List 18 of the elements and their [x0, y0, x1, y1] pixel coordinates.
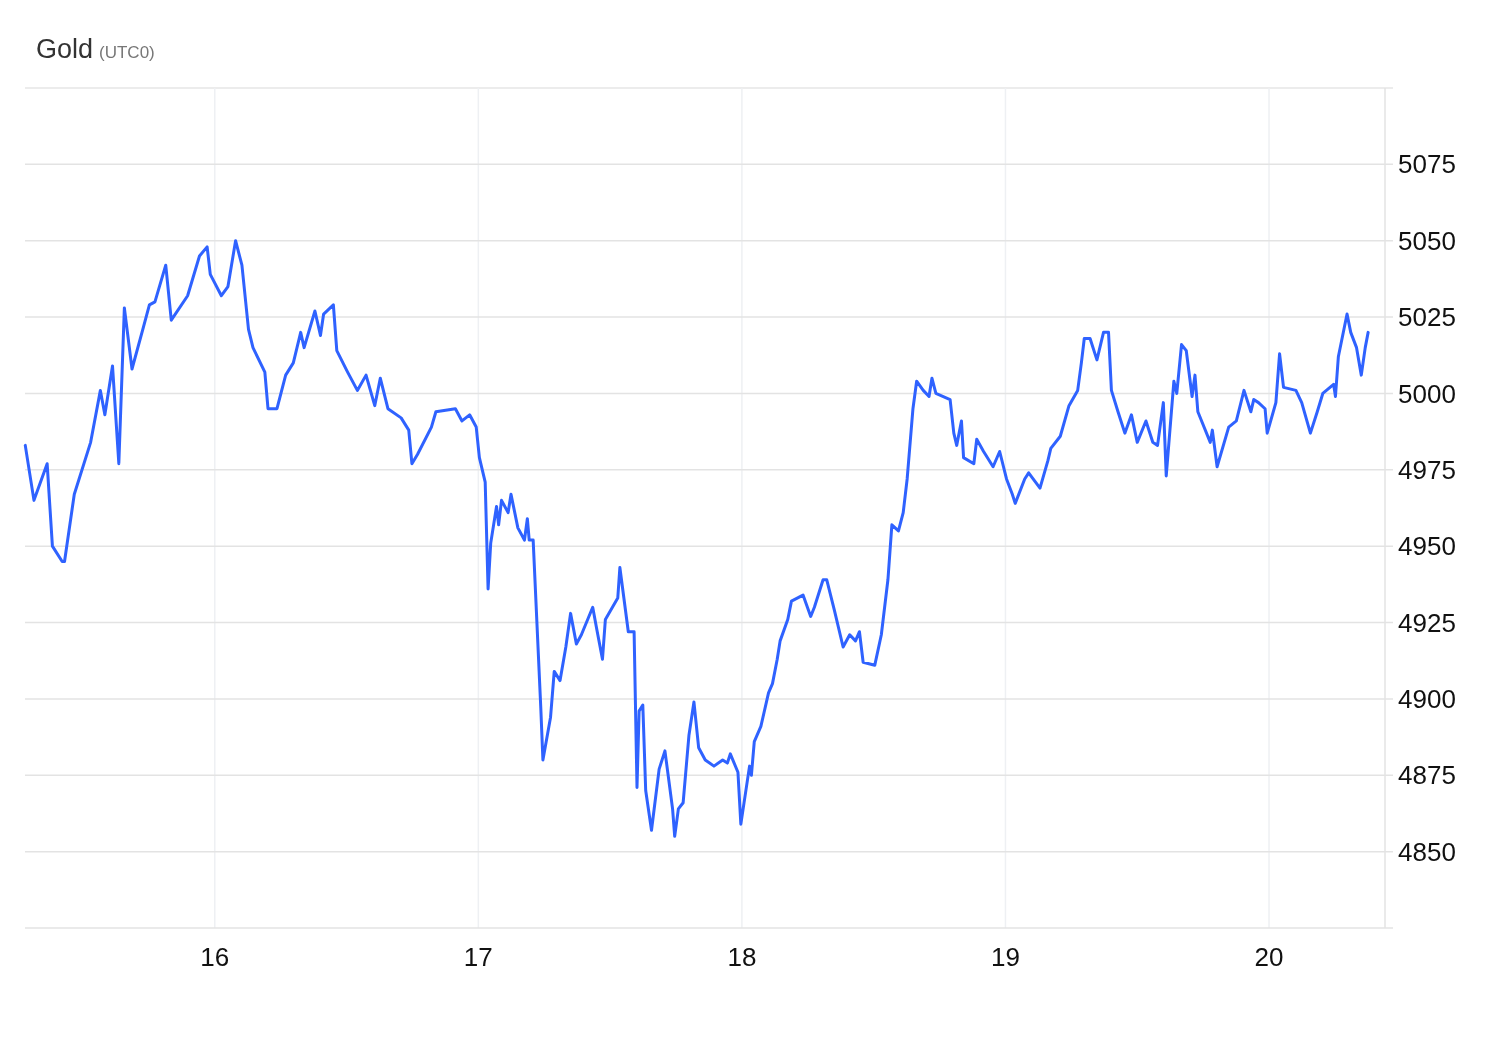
- y-tick-label: 4975: [1398, 454, 1456, 485]
- y-tick-label: 5000: [1398, 378, 1456, 409]
- line-series: [23, 239, 1370, 838]
- y-tick-label: 5075: [1398, 149, 1456, 180]
- y-tick-label: 4925: [1398, 607, 1456, 638]
- y-tick-label: 4950: [1398, 531, 1456, 562]
- chart-title: Gold: [36, 34, 94, 64]
- x-tick-label: 17: [463, 942, 493, 972]
- y-tick-label: 4875: [1398, 760, 1456, 791]
- x-tick-label: 19: [991, 942, 1020, 972]
- chart-subtitle: (UTC0): [99, 43, 155, 62]
- x-tick-label: 18: [727, 942, 757, 972]
- x-tick-label: 20: [1254, 942, 1284, 972]
- y-tick-label: 4850: [1398, 836, 1456, 867]
- y-tick-label: 5050: [1398, 225, 1456, 256]
- x-tick-label: 16: [200, 942, 230, 972]
- y-tick-label: 5025: [1398, 302, 1456, 333]
- y-tick-label: 4900: [1398, 684, 1456, 715]
